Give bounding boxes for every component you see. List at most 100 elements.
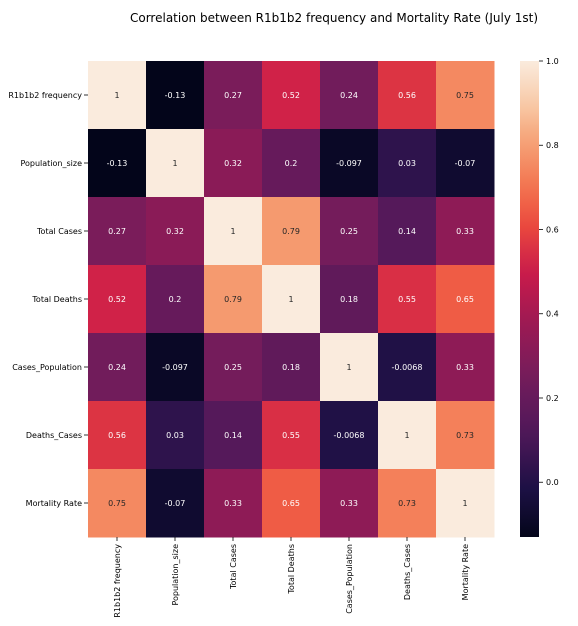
heatmap-cell [436, 197, 495, 266]
cell-value-label: 0.27 [108, 227, 126, 236]
cell-value-label: 0.52 [108, 295, 126, 304]
heatmap-cell [436, 469, 495, 538]
cell-value-label: 0.24 [340, 91, 358, 100]
cell-value-label: 1 [230, 227, 235, 236]
colorbar-gradient [520, 61, 539, 537]
cell-value-label: 0.18 [282, 363, 300, 372]
cell-value-label: 0.79 [224, 295, 242, 304]
heatmap-cell [320, 333, 379, 402]
cell-value-label: 0.14 [398, 227, 416, 236]
cell-value-label: 0.33 [456, 363, 474, 372]
heatmap-cell [320, 129, 379, 198]
cell-value-label: 0.25 [224, 363, 242, 372]
cell-value-label: 1 [346, 363, 351, 372]
cell-value-label: -0.07 [455, 159, 476, 168]
cell-value-label: -0.13 [107, 159, 128, 168]
colorbar-tick-label: 0.0 [546, 478, 559, 487]
column-label: R1b1b2 frequency [113, 544, 122, 618]
heatmap-cell [88, 197, 147, 266]
heatmap-cell [378, 61, 437, 130]
cell-value-label: 1 [404, 431, 409, 440]
heatmap-cell [436, 129, 495, 198]
heatmap-cell [378, 401, 437, 470]
heatmap-cell [204, 129, 263, 198]
cell-value-label: 0.14 [224, 431, 242, 440]
cell-value-label: 0.03 [166, 431, 184, 440]
cell-value-label: 0.2 [169, 295, 182, 304]
cell-value-label: 0.27 [224, 91, 242, 100]
column-label: Total Deaths [287, 544, 296, 595]
cell-value-label: 0.24 [108, 363, 126, 372]
cell-value-label: -0.13 [165, 91, 186, 100]
heatmap-cell [262, 401, 321, 470]
heatmap-cell [378, 333, 437, 402]
cell-value-label: 0.32 [166, 227, 184, 236]
heatmap-cell [204, 401, 263, 470]
heatmap-cell [378, 197, 437, 266]
cell-value-label: -0.097 [162, 363, 188, 372]
cell-value-label: 0.73 [398, 499, 416, 508]
heatmap-cell [378, 129, 437, 198]
row-label: Deaths_Cases [26, 431, 82, 440]
cell-value-label: 0.73 [456, 431, 474, 440]
cell-value-label: 0.65 [456, 295, 474, 304]
colorbar-tick-label: 0.6 [546, 225, 559, 234]
heatmap-cell [204, 265, 263, 334]
cell-value-label: 1 [462, 499, 467, 508]
colorbar-tick-label: 1.0 [546, 57, 559, 66]
heatmap-cell [436, 61, 495, 130]
colorbar-tick-label: 0.2 [546, 394, 559, 403]
heatmap-cell [320, 265, 379, 334]
cell-value-label: 0.33 [456, 227, 474, 236]
heatmap-cell [88, 129, 147, 198]
cell-value-label: -0.0068 [334, 431, 365, 440]
cell-value-label: 0.03 [398, 159, 416, 168]
column-label: Mortality Rate [461, 544, 470, 600]
colorbar-tick-label: 0.8 [546, 141, 559, 150]
column-label: Total Cases [229, 544, 238, 590]
heatmap-cell [88, 265, 147, 334]
cell-value-label: 1 [172, 159, 177, 168]
cell-value-label: 0.56 [108, 431, 126, 440]
heatmap-cell [146, 333, 205, 402]
colorbar: 0.0 0.2 0.4 0.6 0.8 1.0 [520, 57, 559, 537]
cell-value-label: 0.55 [282, 431, 300, 440]
heatmap-cell [262, 469, 321, 538]
cell-value-label: 0.65 [282, 499, 300, 508]
cell-value-label: 0.79 [282, 227, 300, 236]
cell-value-label: 0.25 [340, 227, 358, 236]
heatmap-cell [146, 197, 205, 266]
cell-value-label: 0.55 [398, 295, 416, 304]
heatmap-cell [436, 333, 495, 402]
row-label: Total Deaths [31, 295, 82, 304]
column-label: Population_size [171, 544, 180, 606]
heatmap-cell [146, 265, 205, 334]
heatmap-cell [146, 401, 205, 470]
heatmap-cell [88, 469, 147, 538]
heatmap-cell [146, 61, 205, 130]
heatmap-cell [320, 401, 379, 470]
heatmap-cell [88, 61, 147, 130]
cell-value-label: 0.2 [285, 159, 298, 168]
row-label: Population_size [20, 159, 82, 168]
row-label: Total Cases [36, 227, 82, 236]
cell-value-label: -0.07 [165, 499, 186, 508]
heatmap-cell [262, 129, 321, 198]
cell-value-label: 0.18 [340, 295, 358, 304]
heatmap-cell [436, 401, 495, 470]
cell-value-label: 0.32 [224, 159, 242, 168]
colorbar-tick-label: 0.4 [546, 310, 559, 319]
heatmap-cell [320, 469, 379, 538]
cell-value-label: 0.52 [282, 91, 300, 100]
cell-value-label: -0.097 [336, 159, 362, 168]
cell-value-label: 1 [114, 91, 119, 100]
cell-value-label: 0.75 [456, 91, 474, 100]
column-label: Cases_Population [345, 544, 354, 614]
cell-value-label: 0.56 [398, 91, 416, 100]
heatmap-cell [146, 469, 205, 538]
heatmap-cell [204, 61, 263, 130]
cell-value-label: 0.33 [224, 499, 242, 508]
row-label: R1b1b2 frequency [8, 91, 82, 100]
chart-title: Correlation between R1b1b2 frequency and… [130, 11, 538, 25]
